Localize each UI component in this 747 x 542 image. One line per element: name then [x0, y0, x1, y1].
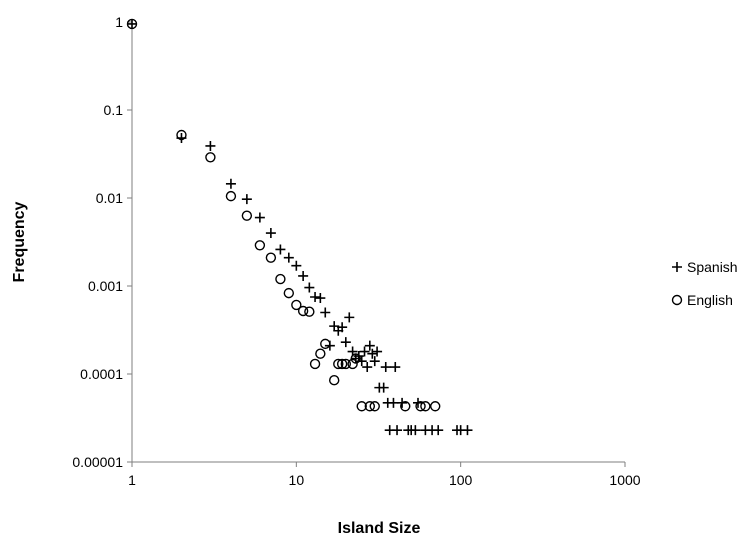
spanish-point — [353, 351, 364, 362]
spanish-point — [265, 228, 276, 239]
y-tick-label: 0.1 — [104, 102, 124, 118]
data-points — [126, 18, 473, 436]
legend-item-spanish: Spanish — [672, 259, 738, 275]
spanish-point — [372, 346, 383, 357]
x-tick-label: 100 — [449, 472, 473, 488]
series-spanish — [127, 18, 473, 436]
english-point — [350, 353, 361, 364]
english-point — [369, 401, 380, 412]
y-tick-label: 0.001 — [88, 278, 123, 294]
spanish-point — [356, 356, 367, 367]
english-point — [347, 358, 358, 370]
spanish-point — [320, 307, 331, 318]
x-axis-title: Island Size — [338, 520, 421, 537]
spanish-point — [367, 348, 378, 359]
english-point — [420, 401, 431, 412]
english-point — [430, 401, 441, 412]
spanish-point — [225, 178, 236, 189]
english-point — [336, 358, 348, 370]
spanish-point — [315, 293, 326, 304]
legend-label-english: English — [687, 292, 733, 308]
english-point — [315, 348, 326, 359]
english-point — [400, 401, 411, 412]
legend-item-english: English — [671, 292, 733, 308]
x-tick-label: 1 — [128, 472, 136, 488]
spanish-point — [388, 397, 399, 408]
english-point — [126, 18, 138, 30]
english-point — [275, 273, 286, 285]
english-point — [329, 375, 340, 386]
spanish-point — [378, 382, 389, 393]
spanish-point — [298, 270, 309, 281]
x-tick-label: 10 — [289, 472, 305, 488]
spanish-point — [275, 244, 286, 255]
spanish-point — [433, 425, 444, 436]
spanish-point — [340, 337, 351, 348]
legend-plus-marker — [672, 262, 682, 272]
legend: Spanish English — [671, 259, 738, 308]
x-ticks: 1 10 100 1000 — [128, 462, 641, 488]
english-point — [320, 338, 331, 350]
english-point — [415, 401, 426, 412]
spanish-point — [310, 291, 321, 302]
spanish-point — [127, 18, 137, 29]
axes — [131, 22, 625, 463]
spanish-point — [304, 282, 315, 293]
series-english — [126, 18, 441, 412]
english-point — [340, 358, 352, 370]
spanish-point — [291, 260, 302, 271]
english-point — [291, 299, 302, 311]
y-tick-label: 0.0001 — [80, 366, 123, 382]
english-point — [265, 252, 277, 263]
spanish-point — [241, 194, 252, 205]
spanish-point — [369, 356, 380, 367]
spanish-point — [205, 140, 216, 151]
spanish-point — [364, 340, 375, 351]
x-tick-label: 1000 — [609, 472, 640, 488]
spanish-point — [337, 322, 348, 333]
english-point — [304, 306, 315, 317]
english-point — [241, 210, 253, 221]
y-tick-label: 0.00001 — [72, 454, 123, 470]
spanish-point — [392, 425, 403, 436]
english-point — [254, 240, 266, 251]
english-point — [297, 305, 309, 317]
y-tick-label: 0.01 — [96, 190, 123, 206]
legend-label-spanish: Spanish — [687, 259, 738, 275]
english-point — [333, 358, 344, 370]
english-point — [176, 129, 187, 141]
y-ticks: 1 0.1 0.01 0.001 0.0001 0.00001 — [72, 14, 132, 470]
english-point — [356, 401, 367, 412]
english-point — [309, 358, 321, 370]
legend-circle-marker — [671, 294, 683, 306]
spanish-point — [380, 362, 391, 373]
spanish-point — [283, 252, 294, 263]
spanish-point — [410, 425, 421, 436]
spanish-point — [462, 425, 473, 436]
spanish-point — [362, 362, 373, 373]
english-point — [205, 152, 216, 163]
english-point — [364, 401, 376, 412]
y-axis-title: Frequency — [11, 201, 28, 282]
english-point — [225, 190, 237, 202]
spanish-point — [390, 362, 401, 373]
english-point — [283, 287, 295, 299]
spanish-point — [254, 212, 265, 223]
y-tick-label: 1 — [115, 14, 123, 30]
spanish-point — [359, 346, 370, 357]
spanish-point — [344, 312, 355, 323]
